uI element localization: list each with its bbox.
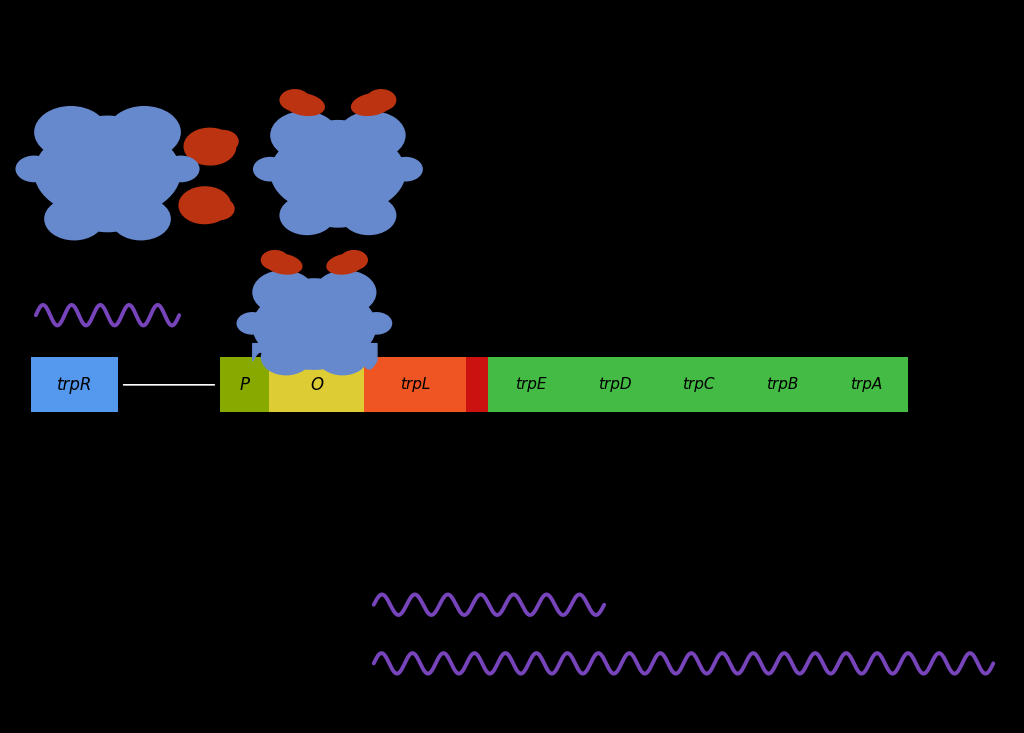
Circle shape: [111, 197, 171, 240]
Ellipse shape: [252, 287, 377, 366]
Circle shape: [207, 130, 239, 153]
Text: O: O: [310, 376, 323, 394]
FancyBboxPatch shape: [466, 358, 488, 412]
Ellipse shape: [270, 129, 406, 216]
Circle shape: [203, 197, 234, 221]
Ellipse shape: [34, 125, 181, 219]
FancyBboxPatch shape: [269, 358, 364, 412]
Circle shape: [388, 157, 423, 182]
Text: trpE: trpE: [515, 377, 546, 392]
Ellipse shape: [281, 279, 348, 317]
Circle shape: [34, 106, 108, 158]
Ellipse shape: [283, 93, 325, 116]
Ellipse shape: [351, 93, 393, 116]
Ellipse shape: [264, 254, 302, 275]
Circle shape: [108, 106, 181, 158]
Text: trpR: trpR: [56, 376, 92, 394]
Text: trpB: trpB: [766, 377, 799, 392]
Circle shape: [237, 312, 268, 335]
Ellipse shape: [284, 339, 345, 370]
Text: trpL: trpL: [399, 377, 430, 392]
Circle shape: [253, 157, 288, 182]
Text: trpD: trpD: [598, 377, 631, 392]
FancyBboxPatch shape: [656, 358, 740, 412]
Circle shape: [341, 196, 396, 235]
Circle shape: [366, 89, 396, 111]
FancyBboxPatch shape: [364, 358, 466, 412]
FancyBboxPatch shape: [488, 358, 572, 412]
Ellipse shape: [183, 128, 237, 166]
Circle shape: [317, 339, 368, 375]
Ellipse shape: [301, 120, 375, 163]
Circle shape: [162, 155, 200, 183]
Circle shape: [44, 197, 104, 240]
FancyBboxPatch shape: [572, 358, 656, 412]
Circle shape: [270, 111, 338, 160]
Circle shape: [314, 270, 377, 314]
Text: P: P: [240, 376, 250, 394]
Circle shape: [338, 111, 406, 160]
Ellipse shape: [68, 116, 147, 162]
Text: trpC: trpC: [682, 377, 715, 392]
Text: trpA: trpA: [850, 377, 883, 392]
Ellipse shape: [71, 192, 144, 232]
Ellipse shape: [304, 191, 372, 228]
Circle shape: [252, 270, 314, 314]
FancyBboxPatch shape: [220, 358, 269, 412]
Circle shape: [340, 250, 368, 270]
FancyBboxPatch shape: [740, 358, 824, 412]
Circle shape: [280, 196, 335, 235]
Ellipse shape: [327, 254, 365, 275]
FancyBboxPatch shape: [31, 358, 118, 412]
Circle shape: [15, 155, 53, 183]
FancyBboxPatch shape: [824, 358, 908, 412]
Circle shape: [261, 250, 289, 270]
Ellipse shape: [178, 186, 231, 224]
Circle shape: [261, 339, 311, 375]
Circle shape: [360, 312, 392, 335]
Circle shape: [280, 89, 310, 111]
